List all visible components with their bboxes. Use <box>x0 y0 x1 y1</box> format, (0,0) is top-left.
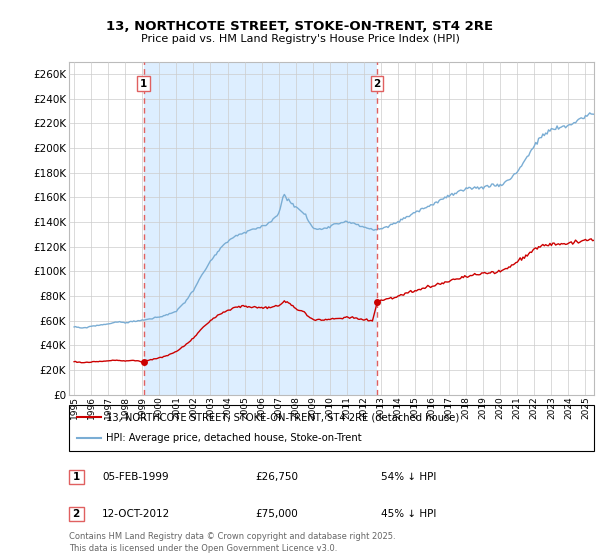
Text: 12-OCT-2012: 12-OCT-2012 <box>102 509 170 519</box>
Text: 1: 1 <box>140 79 147 89</box>
Bar <box>143 62 377 395</box>
Text: £75,000: £75,000 <box>255 509 298 519</box>
Text: 45% ↓ HPI: 45% ↓ HPI <box>381 509 436 519</box>
Text: 05-FEB-1999: 05-FEB-1999 <box>102 472 169 482</box>
Text: HPI: Average price, detached house, Stoke-on-Trent: HPI: Average price, detached house, Stok… <box>106 433 361 444</box>
Text: 2: 2 <box>374 79 381 89</box>
Text: 13, NORTHCOTE STREET, STOKE-ON-TRENT, ST4 2RE: 13, NORTHCOTE STREET, STOKE-ON-TRENT, ST… <box>106 20 494 32</box>
Text: 2: 2 <box>73 509 80 519</box>
Text: £26,750: £26,750 <box>255 472 298 482</box>
Text: 13, NORTHCOTE STREET, STOKE-ON-TRENT, ST4 2RE (detached house): 13, NORTHCOTE STREET, STOKE-ON-TRENT, ST… <box>106 412 459 422</box>
Text: Price paid vs. HM Land Registry's House Price Index (HPI): Price paid vs. HM Land Registry's House … <box>140 34 460 44</box>
Text: 54% ↓ HPI: 54% ↓ HPI <box>381 472 436 482</box>
Text: 1: 1 <box>73 472 80 482</box>
Text: Contains HM Land Registry data © Crown copyright and database right 2025.
This d: Contains HM Land Registry data © Crown c… <box>69 533 395 553</box>
